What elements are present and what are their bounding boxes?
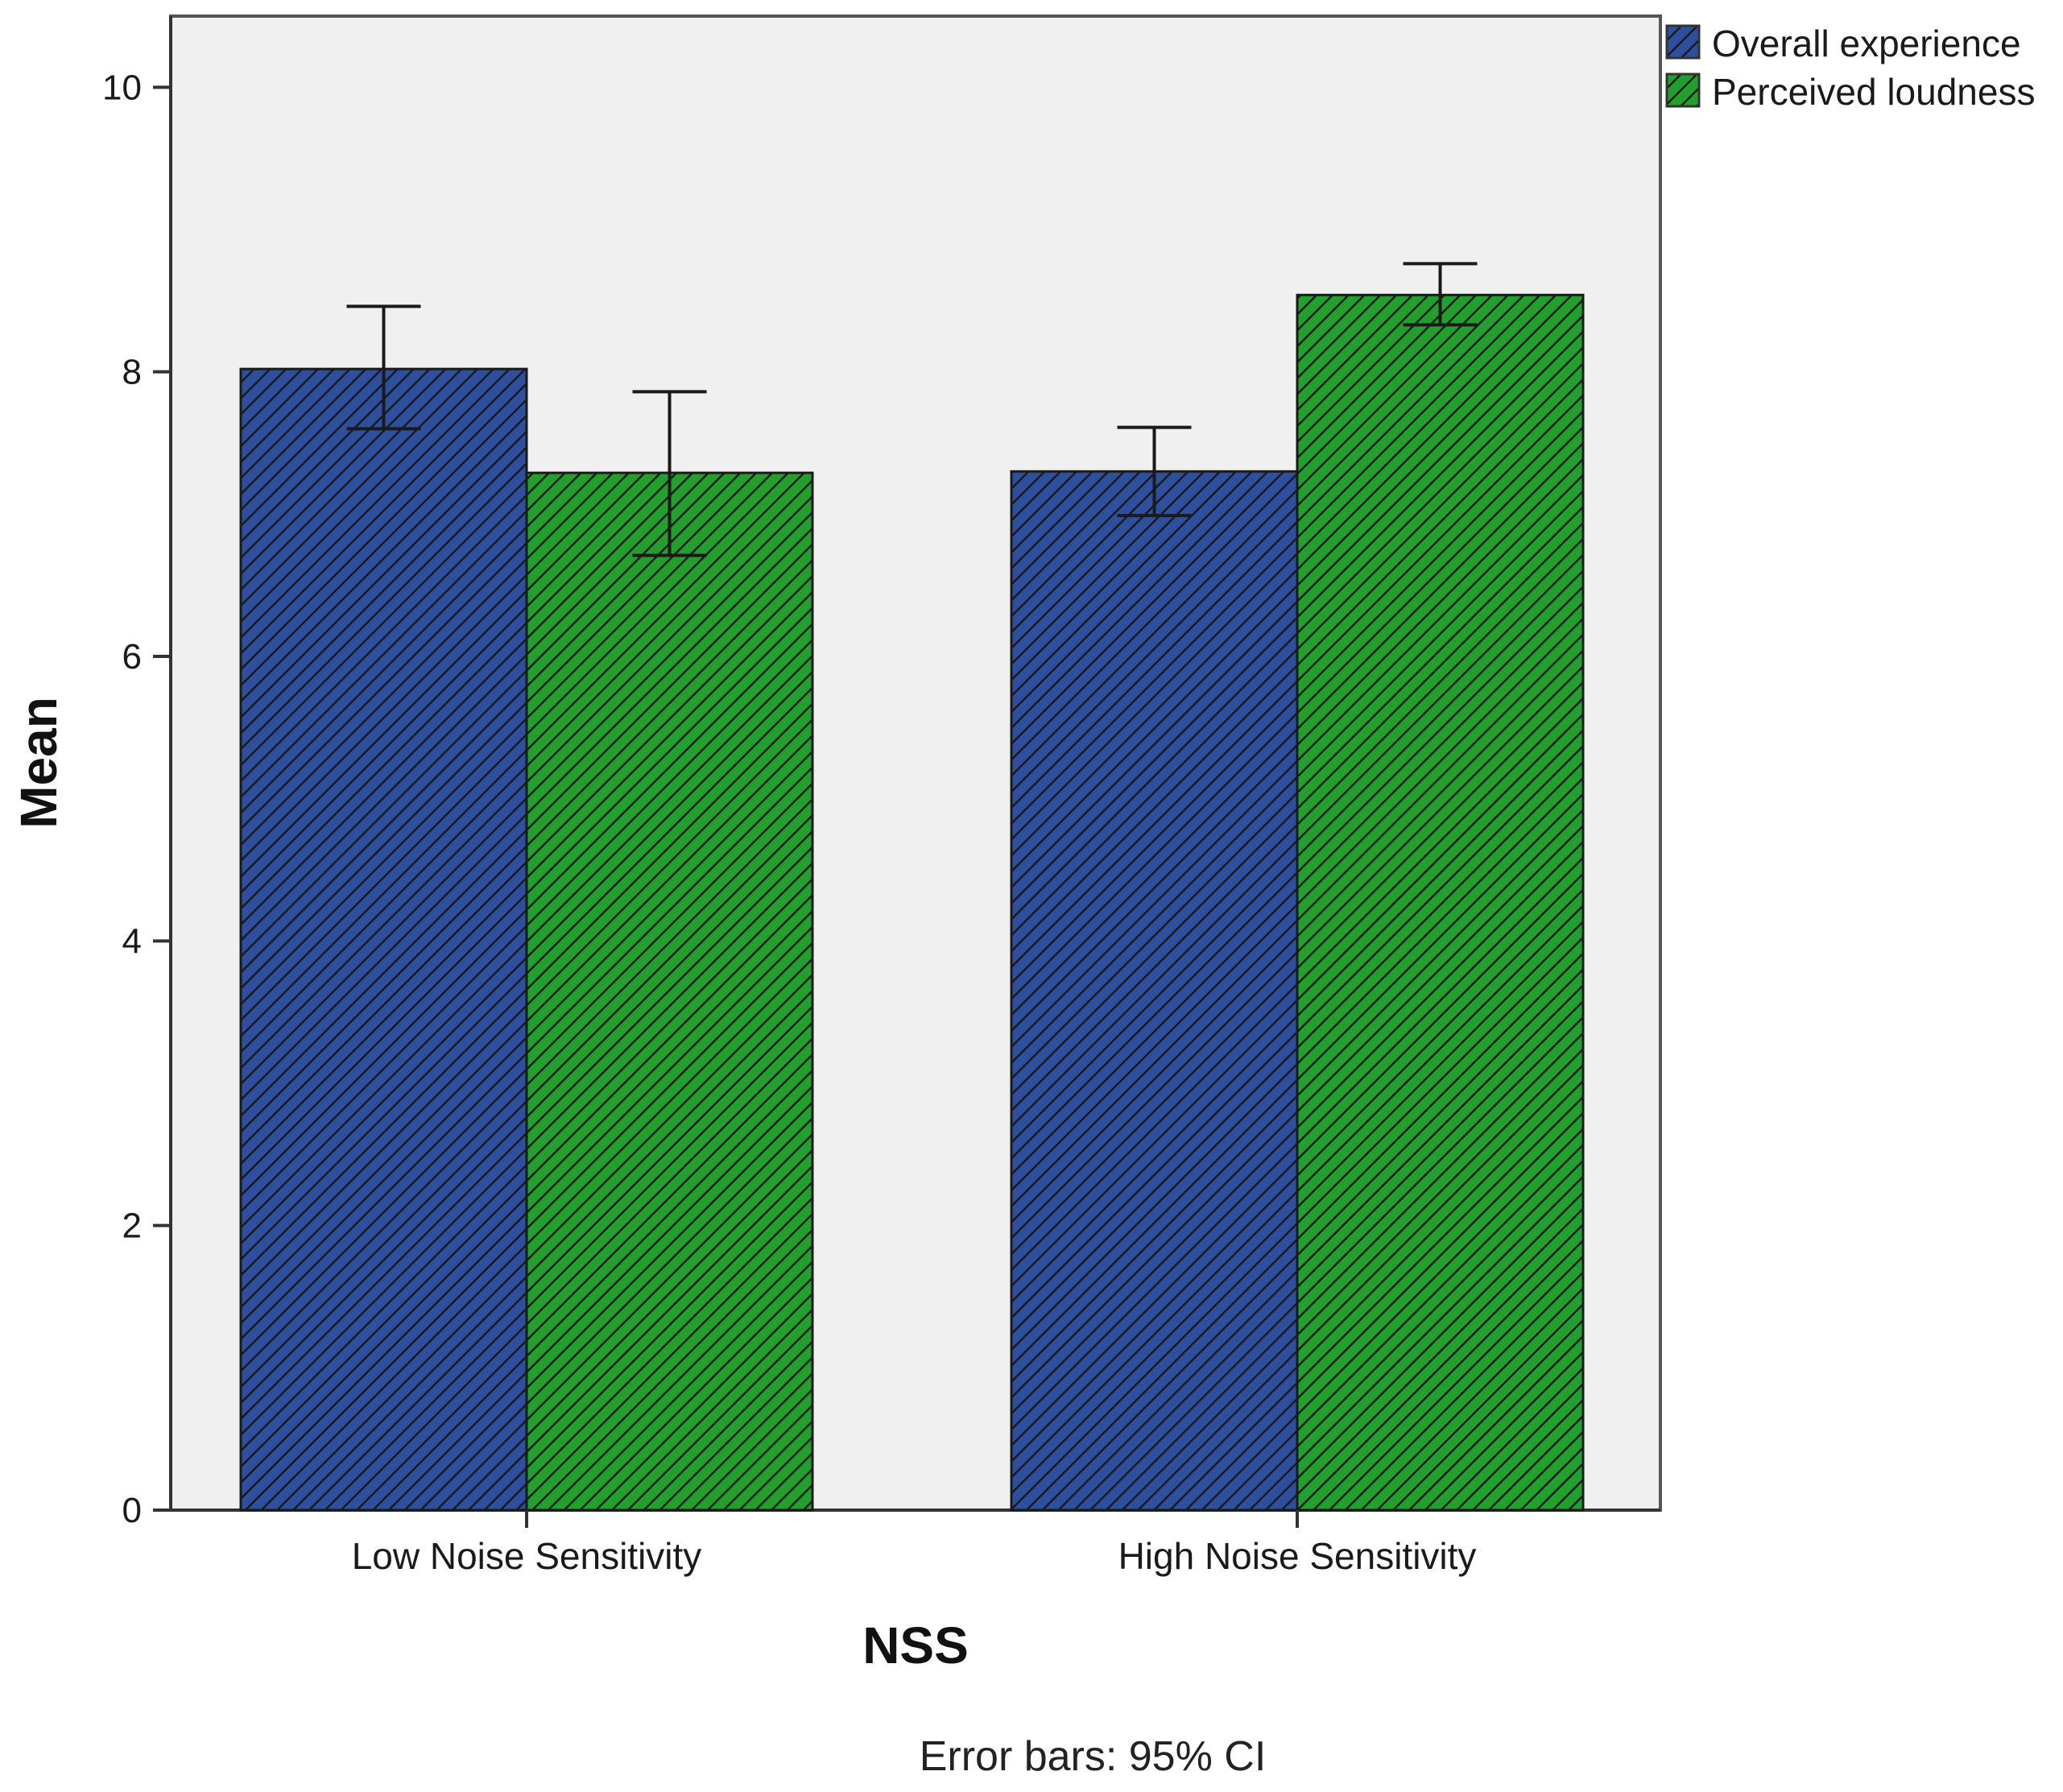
bar-perceived-loudness-high-noise-sensitivity [1296,293,1585,1512]
y-tick-label: 10 [102,68,142,107]
y-tick-label: 6 [122,637,142,677]
y-tick-label: 8 [122,353,142,392]
x-axis-ticks: Low Noise Sensitivity High Noise Sensitiv… [352,1510,1477,1577]
bar-overall-experience-high-noise-sensitivity [1010,470,1299,1512]
error-bars-note: Error bars: 95% CI [920,1733,1267,1780]
x-axis-title: NSS [862,1616,969,1674]
bar-overall-experience-low-noise-sensitivity [239,367,528,1512]
legend-label-perceived-loudness: Perceived loudness [1712,71,2035,113]
x-tick-label: Low Noise Sensitivity [352,1535,702,1577]
y-axis-title: Mean [10,697,68,829]
legend-swatch-overall-experience [1665,24,1701,60]
legend-label-overall-experience: Overall experience [1712,23,2021,64]
legend: Overall experience Perceived loudness [1665,23,2035,113]
bar-perceived-loudness-low-noise-sensitivity [525,471,814,1512]
legend-swatch-perceived-loudness [1665,72,1701,108]
y-tick-label: 2 [122,1206,142,1246]
error-bars-group [346,262,1478,557]
y-axis-ticks: 0 2 4 6 8 10 [102,68,171,1530]
y-tick-label: 0 [122,1491,142,1530]
y-tick-label: 4 [122,921,142,961]
x-tick-label: High Noise Sensitivity [1118,1535,1477,1577]
bars-group [239,293,1585,1512]
